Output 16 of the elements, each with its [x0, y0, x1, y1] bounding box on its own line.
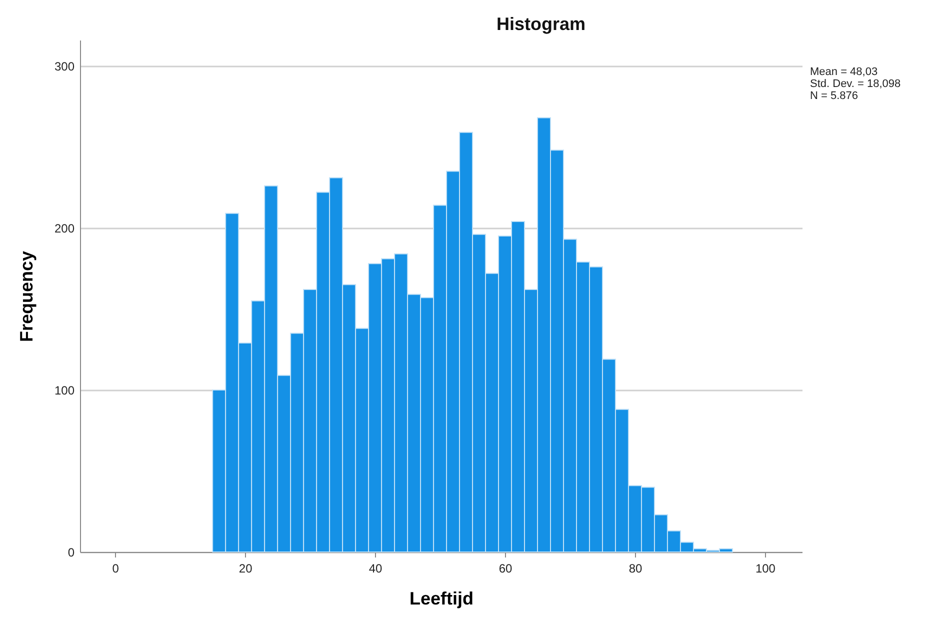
x-tick-label: 0	[112, 562, 120, 576]
y-tick-label: 300	[54, 59, 75, 74]
y-tick-label: 0	[68, 546, 75, 560]
y-tick-label: 200	[54, 221, 75, 236]
x-tick-label: 80	[628, 562, 642, 576]
chart-title: Histogram	[496, 14, 586, 34]
text: Std. Dev. = 18,098	[810, 78, 901, 90]
x-axis-title: Leeftijd	[409, 588, 474, 608]
y-axis-title: Frequency	[16, 250, 36, 342]
x-tick-label: 20	[238, 562, 253, 576]
x-tick-label: 100	[755, 562, 776, 576]
text: Mean = 48,03	[810, 66, 878, 78]
text: N = 5.876	[810, 90, 858, 102]
x-tick-label: 40	[368, 562, 383, 576]
y-tick-label: 100	[54, 383, 75, 398]
x-tick-label: 60	[498, 562, 513, 576]
